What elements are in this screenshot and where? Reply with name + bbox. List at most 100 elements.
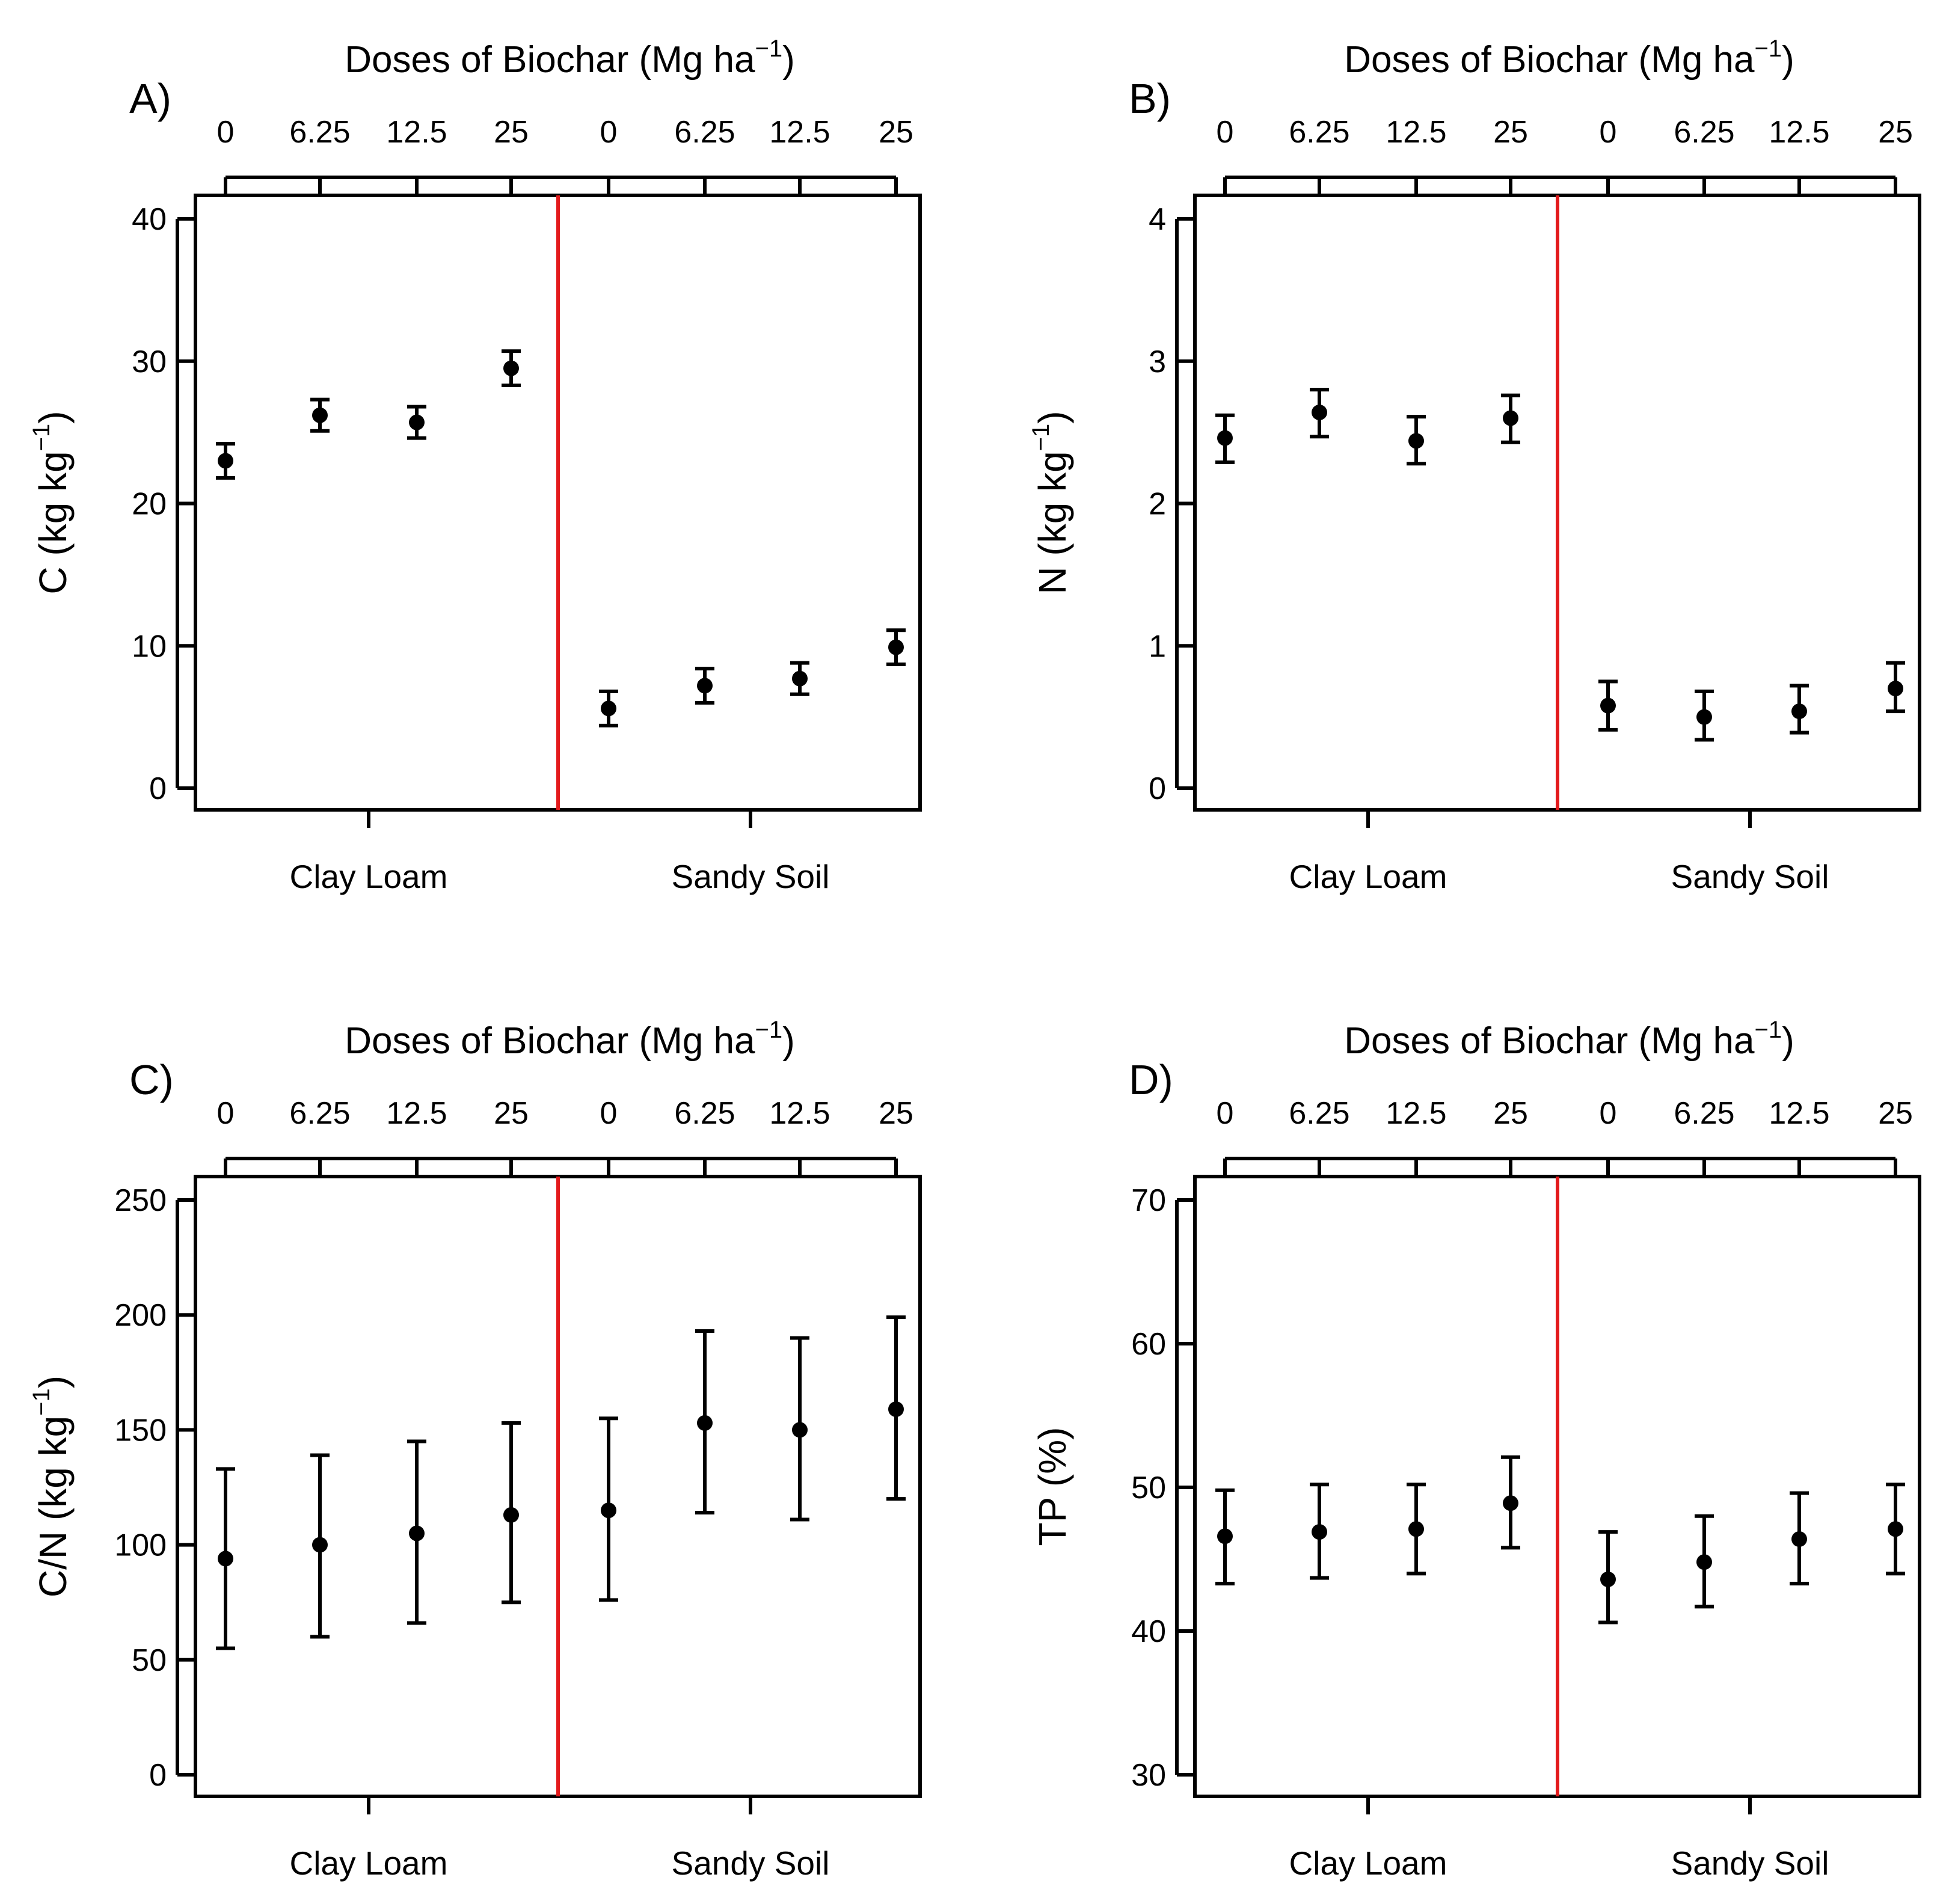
- panel-d-top-tick-label: 0: [1600, 1096, 1617, 1131]
- panel-d-point-marker: [1600, 1571, 1616, 1587]
- panel-d-top-axis-title-close: ): [1782, 1020, 1794, 1062]
- panel-a-point-marker: [888, 639, 904, 655]
- panel-c-data-point-7: [790, 1336, 809, 1522]
- panel-d-top-tick-label: 25: [1493, 1096, 1528, 1131]
- panel-c-data-point-1: [216, 1467, 235, 1650]
- panel-a-point-marker: [218, 453, 233, 469]
- panel-d-y-tick-label: 70: [1131, 1183, 1166, 1218]
- panel-a-data-point-4: [502, 349, 521, 387]
- panel-a-top-tick-label: 25: [494, 115, 529, 150]
- panel-b-y-tick-label: 2: [1149, 487, 1166, 522]
- panel-b-y-axis-label-main: N (kg kg: [1031, 451, 1074, 594]
- panel-c-top-axis-title-close: ): [782, 1020, 795, 1062]
- panel-c-top-axis-title-sup: −1: [755, 1017, 783, 1043]
- panel-a-top-tick-label: 0: [600, 115, 618, 150]
- panel-d-data-point-5: [1598, 1530, 1618, 1624]
- panel-b-top-axis-title: Doses of Biochar (Mg ha−1): [1344, 35, 1794, 81]
- panel-c-data-point-4: [502, 1421, 521, 1605]
- panel-d-y-tick-label: 40: [1131, 1614, 1166, 1649]
- panel-a-letter: A): [129, 75, 171, 122]
- panel-c-data-point-3: [407, 1439, 426, 1625]
- panel-c-y-tick-label: 200: [114, 1298, 167, 1333]
- panel-d-point-marker: [1503, 1495, 1518, 1511]
- panel-b-data-point-8: [1886, 661, 1905, 714]
- panel-d-point-marker: [1312, 1524, 1327, 1540]
- panel-d-data-point-7: [1790, 1491, 1809, 1586]
- panel-c-top-tick-label: 12.5: [769, 1096, 830, 1131]
- panel-a-top-tick-label: 0: [217, 115, 235, 150]
- panel-a-point-marker: [792, 670, 808, 687]
- panel-b-data-point-6: [1695, 690, 1714, 742]
- panel-a-data-point-2: [310, 397, 330, 433]
- panel-d-top-tick-label: 6.25: [1674, 1096, 1734, 1131]
- panel-a-y-axis-label: C (kg kg−1): [28, 411, 75, 594]
- panel-d-top-axis-title-main: Doses of Biochar (Mg ha: [1344, 1020, 1755, 1062]
- panel-d-data-point-1: [1215, 1488, 1235, 1586]
- panel-c-point-marker: [888, 1401, 904, 1417]
- panel-a-y-tick-label: 0: [149, 771, 167, 806]
- panel-b-data-point-2: [1310, 388, 1329, 439]
- panel-d-group-label: Sandy Soil: [1671, 1844, 1829, 1882]
- panel-a-point-marker: [312, 407, 328, 423]
- panel-a-group-label: Clay Loam: [290, 858, 448, 895]
- panel-b-point-marker: [1600, 697, 1616, 714]
- panel-c-top-tick-label: 25: [879, 1096, 913, 1131]
- panel-a-y-tick-label: 40: [132, 202, 167, 237]
- panel-b-y-axis-label: N (kg kg−1): [1028, 411, 1074, 594]
- panel-a-data-point-1: [216, 442, 235, 480]
- panel-d: Doses of Biochar (Mg ha−1) D) 0 6.25 12.5 25 0…: [1031, 1017, 1921, 1882]
- panel-a-data-point-8: [886, 628, 906, 667]
- panel-a-top-axis-title-close: ): [782, 39, 795, 81]
- panel-c-group-label: Sandy Soil: [672, 1844, 830, 1882]
- panel-d-data-point-3: [1407, 1483, 1426, 1576]
- panel-b-top-tick-label: 12.5: [1769, 115, 1829, 150]
- panel-b-data-point-5: [1598, 679, 1618, 732]
- panel-d-top-axis-title-sup: −1: [1755, 1017, 1782, 1043]
- panel-d-top-tick-label: 0: [1217, 1096, 1234, 1131]
- panel-b-top-tick-label: 6.25: [1674, 115, 1734, 150]
- panel-b-y-tick-label: 0: [1149, 771, 1166, 806]
- panel-c: Doses of Biochar (Mg ha−1)C)0 6.25 12.5 25 0…: [28, 1017, 922, 1882]
- panel-a-top-tick-label: 6.25: [674, 115, 735, 150]
- panel-d-point-marker: [1696, 1554, 1712, 1570]
- panel-d-y-axis-label: TP (%): [1031, 1427, 1074, 1546]
- panel-a-point-marker: [503, 360, 519, 376]
- panel-b-top-tick-label: 0: [1217, 115, 1234, 150]
- panel-d-y-tick-label: 50: [1131, 1471, 1166, 1505]
- panel-a-point-marker: [601, 700, 616, 717]
- panel-c-top-tick-label: 0: [600, 1096, 618, 1131]
- panel-b-point-marker: [1696, 709, 1712, 725]
- panel-c-y-tick-label: 150: [114, 1413, 167, 1448]
- panel-b-top-axis-title-sup: −1: [1755, 35, 1782, 62]
- panel-d-top-tick-label: 12.5: [1386, 1096, 1446, 1131]
- panel-c-top-tick-label: 6.25: [674, 1096, 735, 1131]
- panel-a-top-axis-title: Doses of Biochar (Mg ha−1): [345, 35, 795, 81]
- panel-c-y-tick-label: 250: [114, 1183, 167, 1218]
- panel-c-group-label: Clay Loam: [290, 1844, 448, 1882]
- panel-b-top-axis-title-close: ): [1782, 39, 1794, 81]
- panel-c-top-tick-label: 12.5: [386, 1096, 447, 1131]
- panel-c-point-marker: [792, 1422, 808, 1438]
- panel-c-point-marker: [409, 1525, 425, 1541]
- panel-b-data-point-7: [1790, 684, 1809, 735]
- panel-d-data-point-6: [1695, 1514, 1714, 1609]
- panel-d-data-point-4: [1501, 1455, 1520, 1550]
- panel-c-point-marker: [697, 1415, 713, 1431]
- panel-c-y-tick-label: 100: [114, 1528, 167, 1563]
- panel-d-letter: D): [1129, 1056, 1173, 1103]
- panel-a-y-axis-label-main: C (kg kg: [31, 451, 75, 594]
- panel-b-y-tick-label: 3: [1149, 344, 1166, 379]
- panel-a-top-axis-title-main: Doses of Biochar (Mg ha: [345, 39, 755, 81]
- panel-c-data-point-2: [310, 1453, 330, 1639]
- panel-a-data-point-6: [695, 667, 714, 705]
- panel-b-group-label: Clay Loam: [1289, 858, 1447, 895]
- panel-a-y-axis-label-close: ): [31, 411, 75, 423]
- panel-c-top-axis-title-main: Doses of Biochar (Mg ha: [345, 1020, 755, 1062]
- panel-d-top-tick-label: 25: [1878, 1096, 1913, 1131]
- panel-d-point-marker: [1217, 1528, 1233, 1544]
- panel-a-top-axis-title-sup: −1: [755, 35, 783, 62]
- panel-c-y-tick-label: 0: [149, 1758, 167, 1793]
- panel-c-y-tick-label: 50: [132, 1643, 167, 1678]
- panel-b-data-point-3: [1407, 415, 1426, 466]
